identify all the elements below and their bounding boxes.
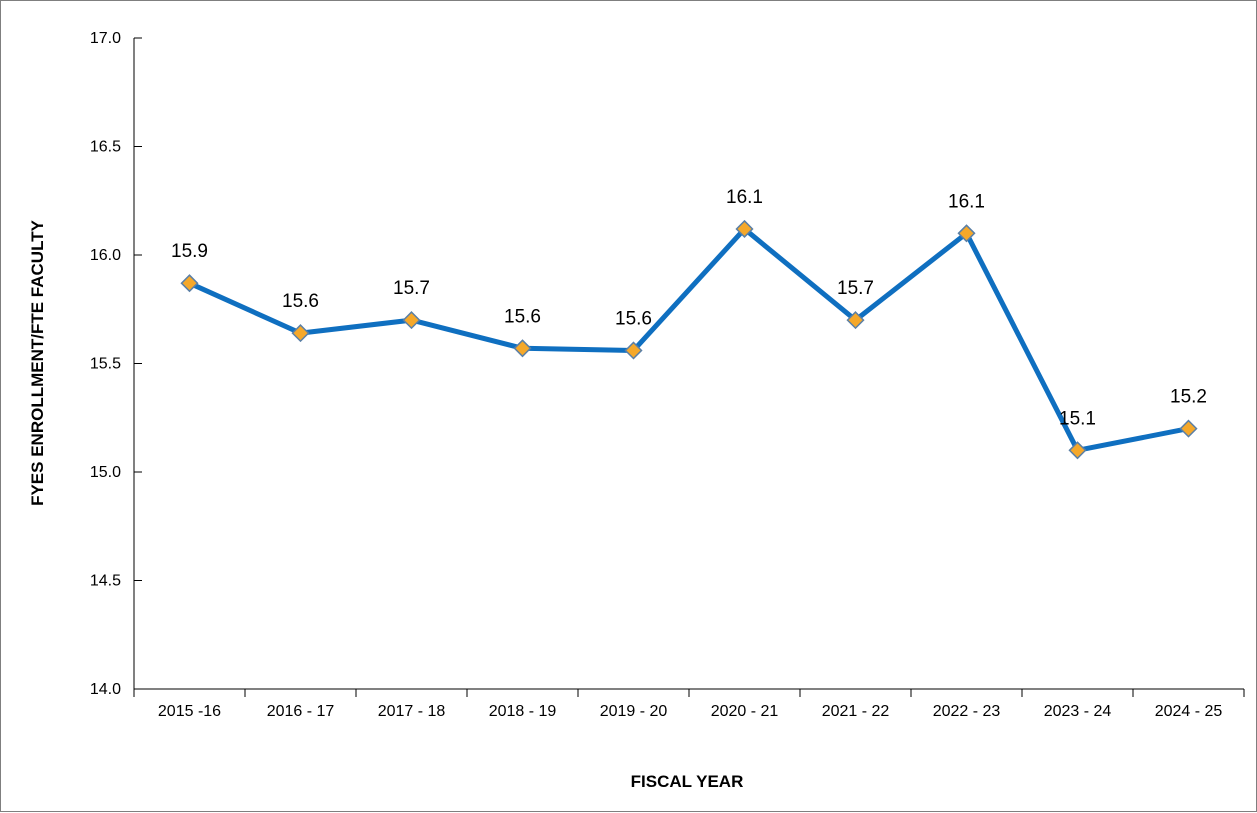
data-point	[624, 341, 643, 360]
x-tick-label: 2017 - 18	[378, 703, 446, 720]
y-tick-label: 15.5	[90, 356, 121, 373]
x-tick-label: 2024 - 25	[1155, 703, 1223, 720]
y-tick-label: 16.5	[90, 139, 121, 156]
data-label: 15.6	[615, 308, 652, 329]
data-label: 15.6	[282, 291, 319, 312]
data-point	[513, 339, 532, 358]
data-point	[846, 311, 865, 330]
x-tick-label: 2021 - 22	[822, 703, 890, 720]
data-point	[180, 274, 199, 293]
data-label: 15.7	[393, 278, 430, 299]
x-tick-label: 2020 - 21	[711, 703, 779, 720]
data-label: 15.7	[837, 278, 874, 299]
y-tick-label: 14.0	[90, 681, 121, 698]
data-label: 15.1	[1059, 408, 1096, 429]
y-axis-title: FYES ENROLLMENT/FTE FACULTY	[28, 219, 47, 506]
data-label: 15.9	[171, 241, 208, 262]
x-tick-label: 2018 - 19	[489, 703, 557, 720]
x-tick-label: 2019 - 20	[600, 703, 668, 720]
data-point	[291, 324, 310, 343]
x-tick-label: 2023 - 24	[1044, 703, 1112, 720]
data-point	[735, 219, 754, 239]
data-point	[1179, 419, 1198, 438]
y-tick-label: 17.0	[90, 30, 121, 47]
x-tick-label: 2022 - 23	[933, 703, 1001, 720]
data-point	[1068, 441, 1087, 460]
y-tick-label: 15.0	[90, 464, 121, 481]
y-tick-label: 16.0	[90, 247, 121, 264]
data-point	[957, 224, 976, 243]
x-tick-label: 2015 -16	[158, 703, 221, 720]
data-label: 16.1	[726, 187, 763, 208]
data-label: 15.2	[1170, 387, 1207, 408]
y-tick-label: 14.5	[90, 573, 121, 590]
data-label: 15.6	[504, 306, 541, 327]
series-line	[187, 226, 1191, 453]
x-axis-title: FISCAL YEAR	[631, 772, 744, 791]
x-tick-label: 2016 - 17	[267, 703, 335, 720]
data-label: 16.1	[948, 191, 985, 212]
data-point	[402, 311, 421, 330]
